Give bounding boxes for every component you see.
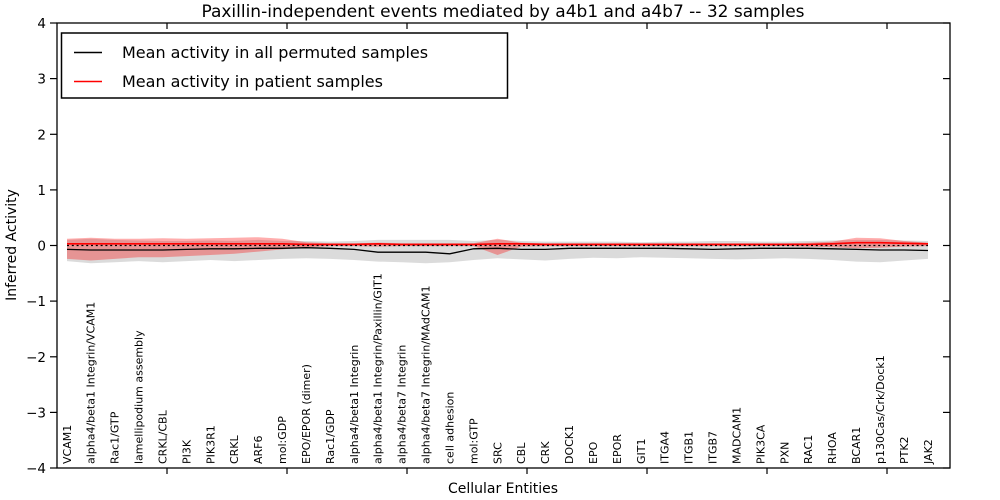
x-tick-label: alpha4/beta1 Integrin [348,345,361,464]
y-tick-label: 2 [37,127,46,143]
x-tick-labels: VCAM1 alpha4/beta1 Integrin/VCAM1 Rac1/GTP… [61,273,935,465]
x-tick-label: PTK2 [898,436,911,464]
x-tick-label: alpha4/beta7 Integrin [396,345,409,464]
x-tick-label: ITGB7 [707,431,720,464]
y-tick-label: 0 [37,239,46,255]
x-tick-label: RHOA [826,432,839,464]
x-tick-label: DOCK1 [563,425,576,464]
x-tick-label: ITGA4 [659,431,672,464]
patient-mean-line [67,241,929,246]
x-tick-label: PXN [778,442,791,464]
x-tick-label: lamellipodium assembly [133,330,146,464]
x-tick-label: ARF6 [252,436,265,465]
x-axis-label: Cellular Entities [448,481,558,497]
x-tick-label: VCAM1 [61,425,74,464]
x-tick-label: Rac1/GTP [109,411,122,464]
y-tick-label: −1 [26,294,46,310]
x-tick-label: PI3K [180,439,193,464]
x-tick-label: MADCAM1 [731,407,744,464]
chart-title: Paxillin-independent events mediated by … [201,2,804,22]
x-tick-label: ITGB1 [683,431,696,464]
x-tick-label: GIT1 [635,439,648,465]
x-tick-label: mol:GDP [276,416,289,464]
x-tick-label: EPOR [611,434,624,464]
legend-label-permuted: Mean activity in all permuted samples [122,43,428,62]
x-tick-label: CRKL [228,434,241,464]
y-tick-label: 1 [37,183,46,199]
y-tick-label: 4 [37,16,46,32]
x-tick-label: alpha4/beta7 Integrin/MAdCAM1 [420,285,433,464]
x-tick-label: BCAR1 [850,427,863,464]
x-tick-label: EPO/EPOR (dimer) [300,364,313,464]
y-tick-label: −2 [26,350,46,366]
x-tick-label: CRK [539,441,552,464]
x-tick-label: Rac1/GDP [324,409,337,464]
x-tick-label: alpha4/beta1 Integrin/VCAM1 [85,302,98,464]
x-tick-label: mol:GTP [467,418,480,464]
x-tick-label: alpha4/beta1 Integrin/Paxillin/GIT1 [372,273,385,464]
legend-box [60,32,509,99]
x-tick-label: CBL [515,442,528,464]
permuted-mean-line [66,247,929,255]
x-tick-label: JAK2 [922,439,935,465]
data-lines [66,241,929,255]
x-tick-label: p130Cas/Crk/Dock1 [874,355,887,464]
x-tick-label: CRKL/CBL [157,409,170,464]
x-tick-label: cell adhesion [444,392,457,464]
y-tick-label: 3 [37,72,46,88]
y-tick-label: −4 [26,461,46,477]
legend: Mean activity in all permuted samples Me… [60,32,509,99]
x-tick-label: EPO [587,441,600,464]
x-tick-label: PIK3CA [754,424,767,464]
y-tick-label: −3 [26,405,46,421]
x-tick-label: RAC1 [802,435,815,464]
x-tick-label: SRC [491,442,504,464]
legend-label-patient: Mean activity in patient samples [122,72,383,91]
confidence-bands [67,237,928,264]
axes-frame [50,22,951,474]
y-axis-label: Inferred Activity [4,189,20,301]
y-tick-labels: 4 3 2 1 0 −1 −2 −3 −4 [26,16,46,477]
x-tick-label: PIK3R1 [204,425,217,464]
